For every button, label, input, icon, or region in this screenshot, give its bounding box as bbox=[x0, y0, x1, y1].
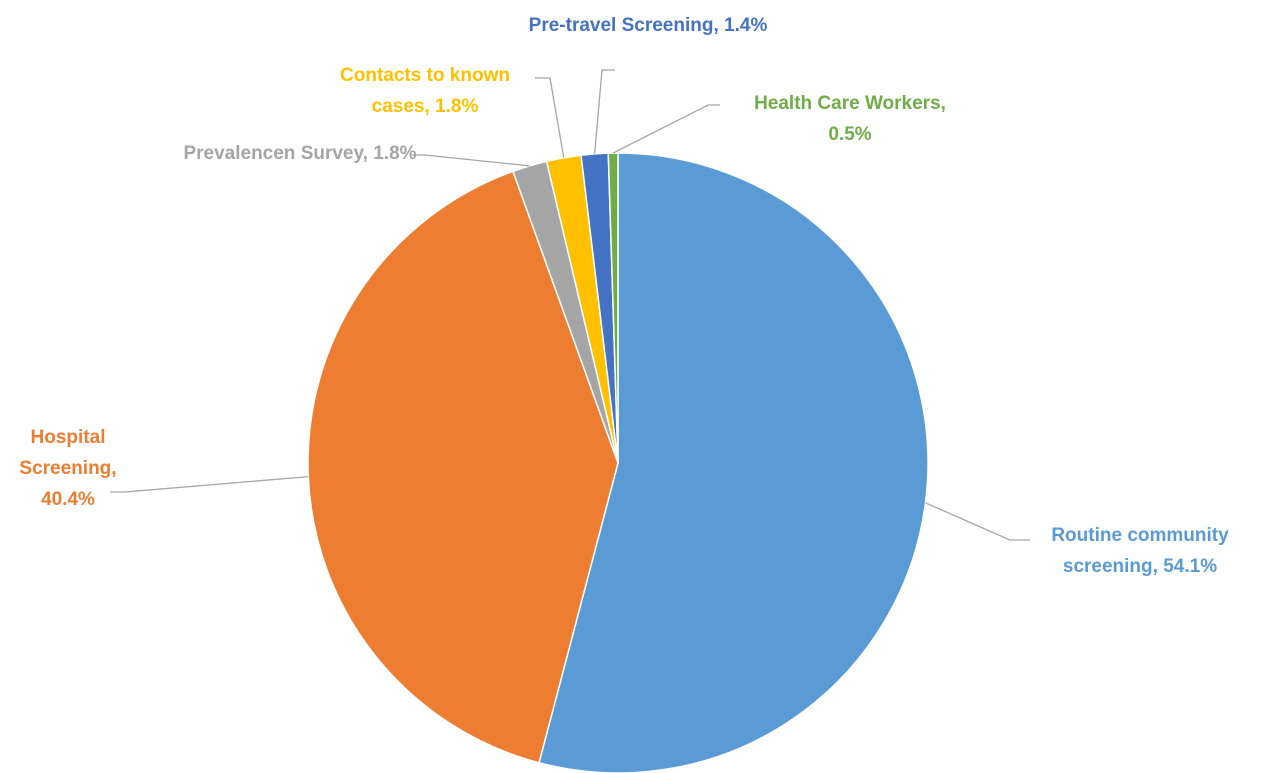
label-separator: , bbox=[940, 93, 946, 114]
label-value: 1.8% bbox=[373, 143, 417, 164]
label-category: Contacts to known cases bbox=[340, 65, 510, 117]
label-value: 54.1% bbox=[1163, 556, 1218, 577]
data-label: Pre-travel Screening, 1.4% bbox=[528, 10, 768, 41]
label-category: Hospital Screening bbox=[19, 427, 112, 479]
label-separator: , bbox=[1152, 556, 1164, 577]
label-separator: , bbox=[424, 96, 436, 117]
label-value: 0.5% bbox=[828, 124, 872, 145]
pie-slice bbox=[307, 170, 619, 764]
label-separator: , bbox=[713, 15, 725, 36]
data-label: Hospital Screening, 40.4% bbox=[13, 422, 123, 515]
leader-line bbox=[535, 77, 565, 158]
leader-line bbox=[612, 104, 720, 154]
label-category: Prevalencen Survey bbox=[183, 143, 363, 164]
label-value: 1.8% bbox=[435, 96, 479, 117]
label-separator: , bbox=[362, 143, 374, 164]
label-value: 40.4% bbox=[41, 489, 95, 510]
label-category: Routine community screening bbox=[1051, 525, 1229, 577]
label-separator: , bbox=[111, 458, 117, 479]
leader-line bbox=[925, 502, 1030, 541]
leader-line bbox=[594, 69, 615, 154]
data-label: Prevalencen Survey, 1.8% bbox=[180, 138, 420, 169]
label-category: Health Care Workers bbox=[754, 93, 941, 114]
leader-line bbox=[110, 475, 309, 493]
leader-line bbox=[412, 154, 530, 167]
data-label: Routine community screening, 54.1% bbox=[1020, 520, 1260, 582]
data-label: Health Care Workers, 0.5% bbox=[730, 88, 970, 150]
label-category: Pre-travel Screening bbox=[528, 15, 714, 36]
label-value: 1.4% bbox=[724, 15, 768, 36]
data-label: Contacts to known cases, 1.8% bbox=[320, 60, 530, 122]
